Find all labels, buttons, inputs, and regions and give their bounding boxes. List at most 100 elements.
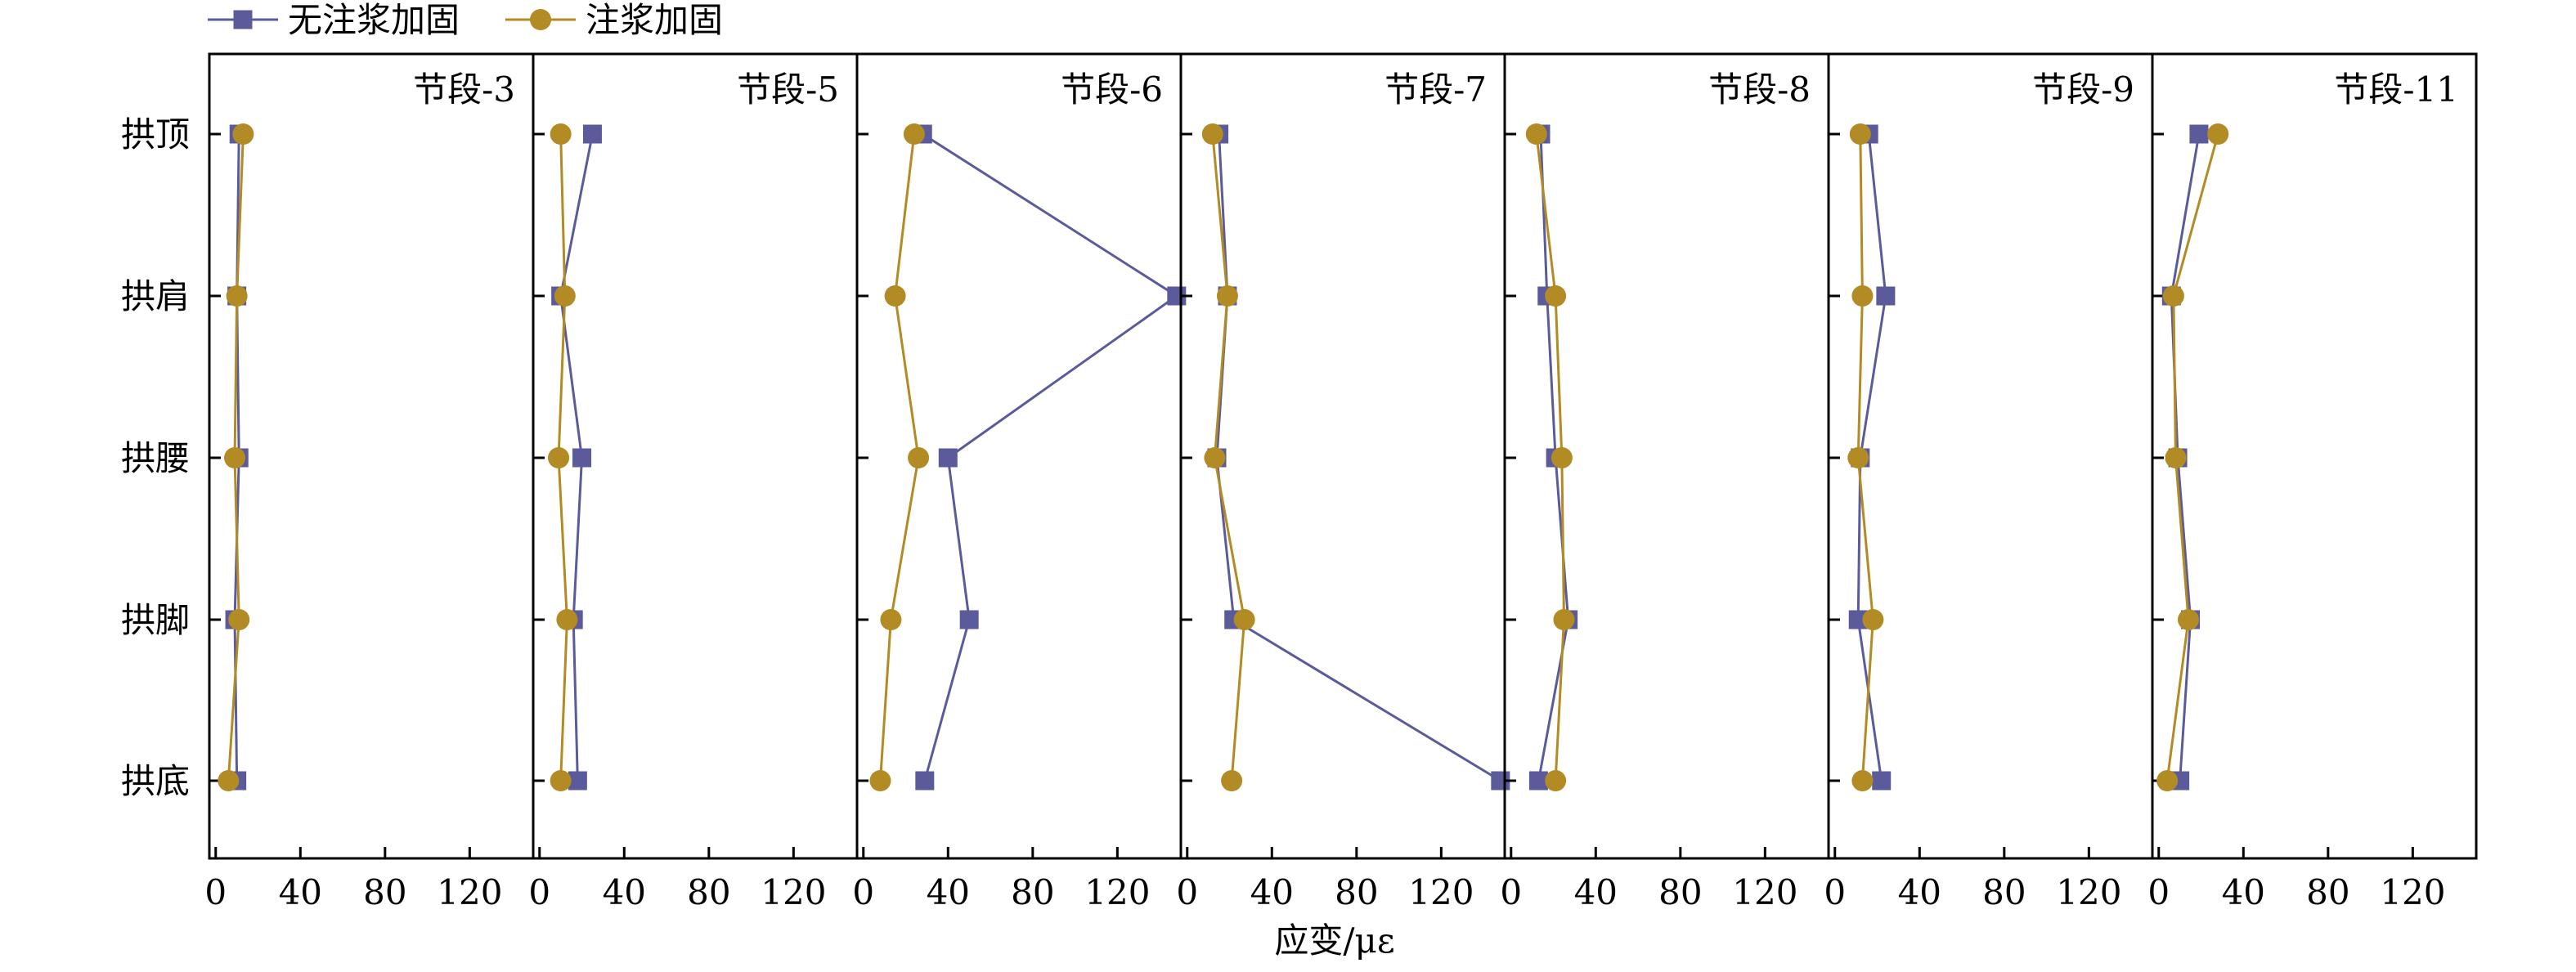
data-point bbox=[1851, 285, 1874, 307]
data-point bbox=[2162, 285, 2184, 307]
chart-panels: 节段-3 0 40 80 120 节段-5 0 40 80 120 节段-6 0 40 80 120 节段-7… bbox=[204, 52, 2478, 912]
panel-title: 节段-7 bbox=[1384, 69, 1487, 110]
data-point bbox=[1221, 770, 1243, 791]
series-line bbox=[922, 132, 1179, 782]
data-point bbox=[2156, 770, 2179, 791]
legend-marker bbox=[530, 9, 551, 30]
x-tick-label: 40 bbox=[927, 872, 970, 912]
data-point bbox=[2189, 124, 2209, 144]
legend-label: 注浆加固 bbox=[586, 0, 723, 40]
data-point bbox=[1204, 447, 1226, 468]
data-point bbox=[1851, 770, 1874, 791]
data-point bbox=[1862, 609, 1884, 630]
panel-title: 节段-11 bbox=[2334, 69, 2458, 110]
series bbox=[913, 124, 1187, 791]
data-point bbox=[938, 448, 958, 468]
data-point bbox=[218, 770, 240, 791]
x-tick-label: 40 bbox=[1574, 872, 1618, 912]
y-category-label: 拱肩 bbox=[121, 276, 190, 316]
x-tick-label: 120 bbox=[2380, 872, 2445, 912]
x-tick-label: 120 bbox=[761, 872, 826, 912]
legend-item: 无注浆加固 bbox=[208, 0, 460, 40]
panel-title: 节段-3 bbox=[413, 69, 515, 110]
panel-title: 节段-6 bbox=[1061, 69, 1163, 110]
y-category-label: 拱脚 bbox=[121, 600, 190, 640]
x-tick-label: 80 bbox=[1982, 872, 2026, 912]
data-point bbox=[903, 123, 925, 145]
legend-item: 注浆加固 bbox=[505, 0, 723, 40]
data-point bbox=[550, 123, 572, 145]
data-point bbox=[1528, 771, 1548, 791]
x-tick-label: 80 bbox=[687, 872, 730, 912]
panel: 节段-8 0 40 80 120 bbox=[1500, 52, 1830, 912]
x-tick-label: 0 bbox=[528, 872, 550, 912]
x-tick-label: 40 bbox=[1898, 872, 1941, 912]
x-tick-label: 0 bbox=[204, 872, 227, 912]
legend: 无注浆加固 注浆加固 bbox=[208, 0, 723, 40]
panel: 节段-3 0 40 80 120 bbox=[204, 52, 535, 912]
data-point bbox=[1545, 285, 1567, 307]
data-point bbox=[2207, 123, 2229, 145]
legend-marker bbox=[233, 10, 253, 29]
panel: 节段-7 0 40 80 120 bbox=[1176, 52, 1510, 912]
x-tick-label: 80 bbox=[1011, 872, 1054, 912]
data-point bbox=[554, 285, 576, 307]
data-point bbox=[2178, 609, 2199, 630]
panel: 节段-11 0 40 80 120 bbox=[2147, 52, 2478, 912]
data-point bbox=[582, 124, 602, 144]
data-point bbox=[572, 448, 592, 468]
x-tick-label: 80 bbox=[2306, 872, 2349, 912]
series-line bbox=[1215, 133, 1501, 782]
x-tick-label: 40 bbox=[603, 872, 646, 912]
x-tick-label: 0 bbox=[1500, 872, 1522, 912]
y-category-label: 拱腰 bbox=[121, 438, 190, 478]
data-point bbox=[908, 447, 930, 468]
panel: 节段-9 0 40 80 120 bbox=[1824, 52, 2154, 912]
x-tick-label: 80 bbox=[363, 872, 406, 912]
data-point bbox=[226, 285, 248, 307]
panel-frame bbox=[855, 52, 1183, 860]
data-point bbox=[959, 610, 979, 629]
x-tick-label: 40 bbox=[279, 872, 322, 912]
data-point bbox=[1553, 609, 1575, 630]
data-point bbox=[224, 447, 246, 468]
data-point bbox=[568, 771, 587, 791]
data-point bbox=[1233, 609, 1255, 630]
data-point bbox=[915, 771, 935, 791]
x-tick-label: 0 bbox=[852, 872, 874, 912]
panel-frame bbox=[1827, 52, 2154, 860]
data-point bbox=[2165, 447, 2187, 468]
data-point bbox=[1545, 770, 1567, 791]
panel-title: 节段-9 bbox=[2032, 69, 2134, 110]
panel: 节段-6 0 40 80 120 bbox=[852, 52, 1187, 912]
x-tick-label: 120 bbox=[2056, 872, 2121, 912]
panel-title: 节段-5 bbox=[737, 69, 839, 110]
data-point bbox=[1849, 123, 1871, 145]
series bbox=[1201, 123, 1255, 791]
data-point bbox=[1201, 123, 1223, 145]
series bbox=[2156, 123, 2229, 791]
panel-frame bbox=[2151, 52, 2478, 860]
x-tick-label: 0 bbox=[2147, 872, 2170, 912]
data-point bbox=[1525, 123, 1547, 145]
data-point bbox=[228, 609, 250, 630]
data-point bbox=[1876, 286, 1896, 306]
data-point bbox=[1551, 447, 1573, 468]
x-tick-label: 40 bbox=[1250, 872, 1294, 912]
panel-frame bbox=[1179, 52, 1506, 860]
x-tick-label: 80 bbox=[1335, 872, 1378, 912]
series bbox=[1525, 123, 1575, 791]
series bbox=[551, 124, 602, 791]
x-tick-label: 120 bbox=[1084, 872, 1150, 912]
x-axis-label: 应变/με bbox=[1274, 920, 1394, 961]
y-category-label: 拱底 bbox=[121, 761, 190, 801]
series bbox=[869, 123, 930, 791]
series bbox=[218, 123, 254, 791]
data-point bbox=[556, 609, 578, 630]
series bbox=[1847, 123, 1884, 791]
data-point bbox=[880, 609, 902, 630]
x-tick-label: 40 bbox=[2222, 872, 2265, 912]
